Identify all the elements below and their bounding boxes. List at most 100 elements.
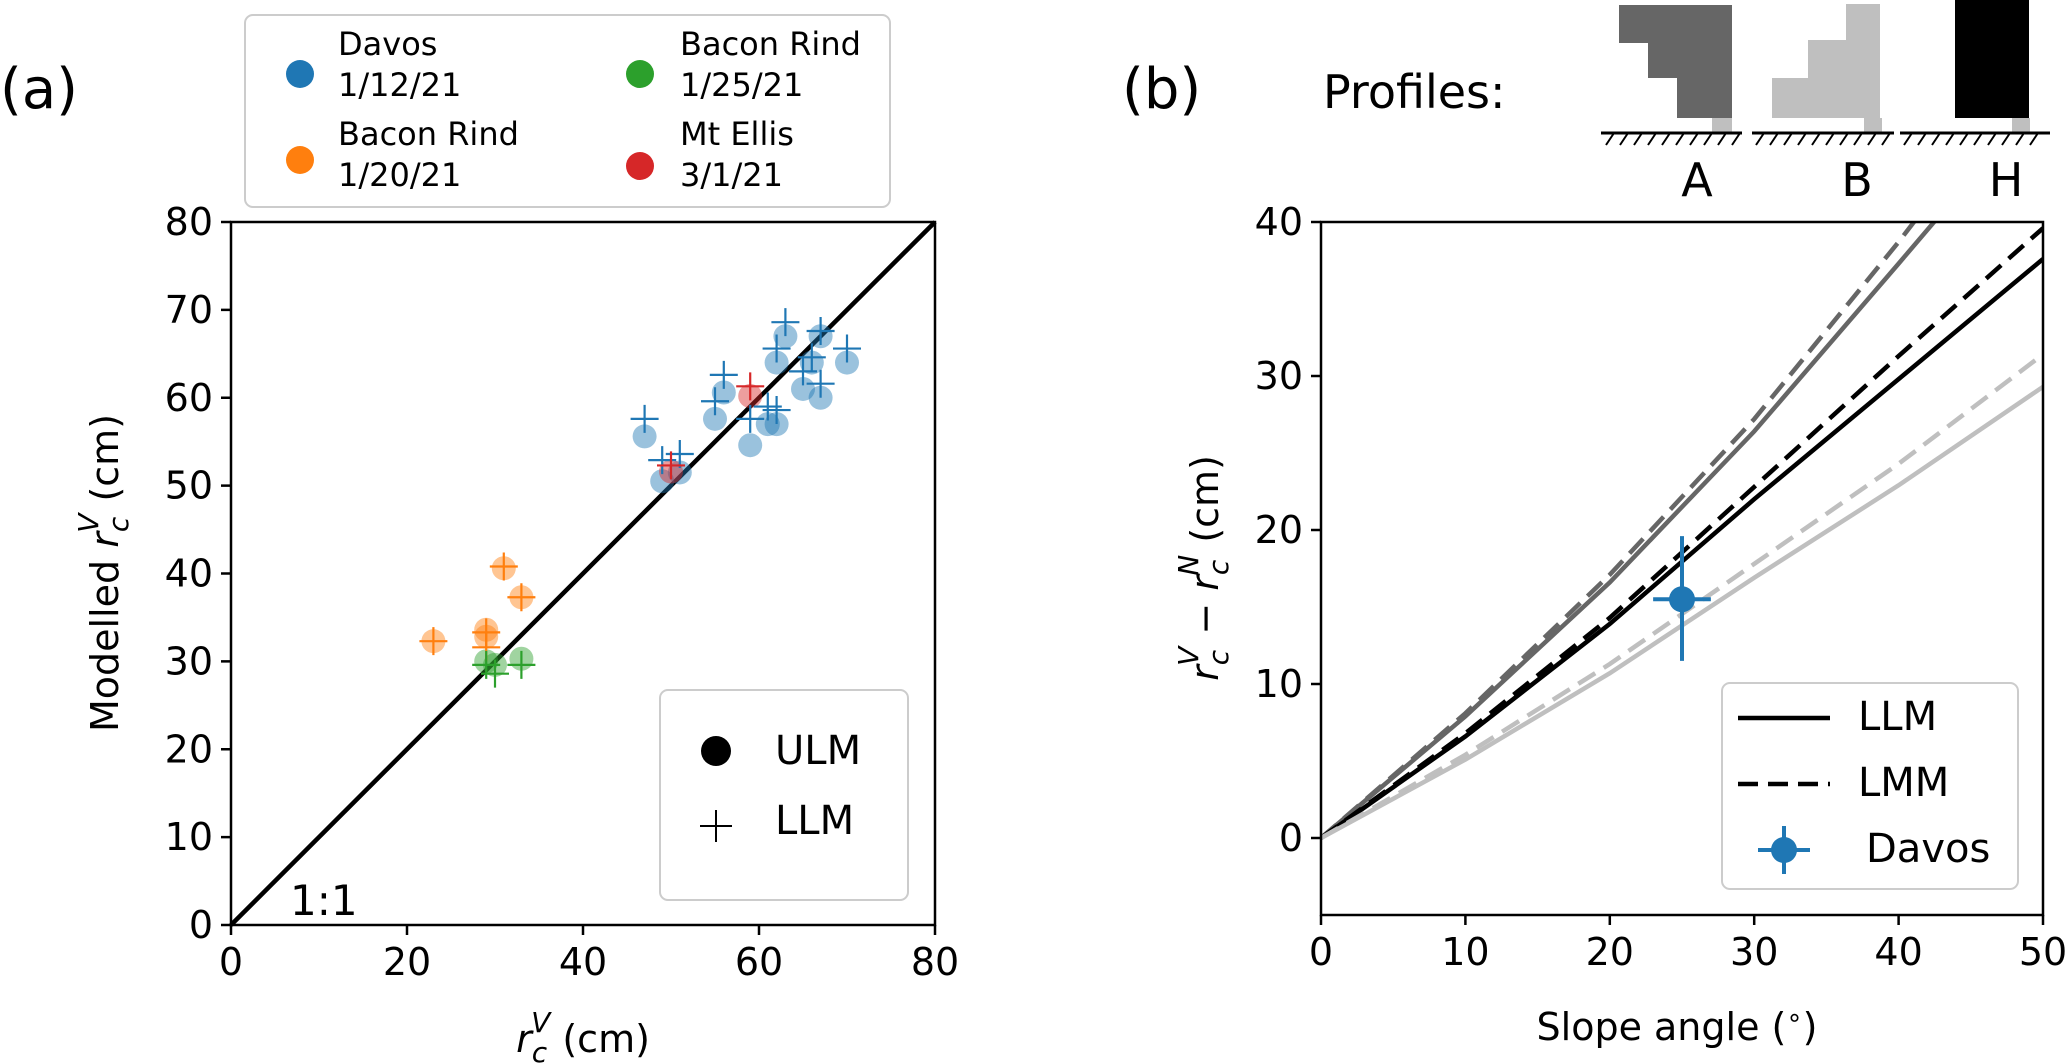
- x-tick-label: 50: [2019, 930, 2067, 974]
- x-tick-label: 80: [911, 940, 959, 984]
- ulm-point: [835, 350, 859, 375]
- ulm-point: [808, 385, 833, 410]
- line-legend: LLM LMM Davos: [1721, 682, 2019, 890]
- site-legend-marker-mt-ellis: [626, 152, 654, 180]
- site-legend: Davos 1/12/21 Bacon Rind 1/20/21 Bacon R…: [244, 14, 891, 208]
- llm-point: [507, 583, 536, 612]
- llm-point: [657, 451, 685, 480]
- site-legend-entry-davos: Davos 1/12/21: [286, 25, 461, 104]
- site-legend-entry-mt-ellis: Mt Ellis 3/1/21: [626, 115, 794, 194]
- davos-point: [1669, 586, 1695, 613]
- plot-b-x-ticks: 0 10 20 30 40 50: [1309, 915, 2067, 974]
- site-legend-date-davos: 1/12/21: [338, 66, 461, 104]
- plot-a-x-label: rcV (cm): [516, 1006, 650, 1064]
- profile-h-tab: [2012, 118, 2030, 132]
- llm-point: [709, 360, 738, 389]
- x-tick-label: 40: [559, 940, 607, 984]
- site-legend-name-bacon-rind-0125: Bacon Rind: [680, 25, 861, 63]
- marker-legend-ulm: ULM: [775, 728, 861, 774]
- site-legend-date-mt-ellis: 3/1/21: [680, 156, 783, 194]
- ulm-point: [703, 406, 727, 431]
- y-tick-label: 10: [1255, 662, 1303, 706]
- profile-b-tab: [1864, 118, 1882, 132]
- x-tick-label: 20: [1586, 930, 1634, 974]
- llm-point: [806, 316, 835, 345]
- llm-point: [833, 334, 861, 363]
- site-legend-entry-bacon-rind-0125: Bacon Rind 1/25/21: [626, 25, 861, 104]
- ulm-point: [773, 324, 798, 349]
- site-legend-name-mt-ellis: Mt Ellis: [680, 115, 794, 153]
- line-legend-davos: Davos: [1866, 826, 1990, 872]
- llm-point: [762, 334, 791, 363]
- marker-legend-llm: LLM: [775, 798, 854, 844]
- site-legend-name-bacon-rind-0120: Bacon Rind: [338, 115, 519, 153]
- plot-a: 0 20 40 60 80 0 10 20 30 40 50 60 70 80 1:1 ULM LLM: [165, 200, 960, 984]
- llm-point: [806, 369, 835, 398]
- y-tick-label: 70: [165, 288, 213, 332]
- profile-b-shape: [1772, 4, 1880, 118]
- y-tick-label: 20: [165, 727, 213, 771]
- llm-point: [481, 659, 509, 688]
- site-legend-marker-bacon-rind-0120: [286, 146, 314, 174]
- site-legend-entry-bacon-rind-0120: Bacon Rind 1/20/21: [286, 115, 519, 194]
- one-to-one-label: 1:1: [290, 876, 358, 925]
- plot-b-frame: [1319, 220, 2045, 917]
- y-tick-label: 80: [165, 200, 213, 244]
- ulm-point: [711, 380, 736, 405]
- llm-point: [789, 357, 817, 386]
- profile-a-icon: A: [1601, 5, 1742, 207]
- x-tick-label: 40: [1874, 930, 1922, 974]
- x-tick-label: 30: [1730, 930, 1778, 974]
- ulm-point: [650, 469, 675, 494]
- plot-b-x-label: Slope angle (∘): [1537, 1003, 1818, 1049]
- llm-point: [736, 404, 765, 433]
- marker-legend-frame: [659, 689, 909, 901]
- profile-h-label: H: [1989, 153, 2024, 207]
- y-tick-label: 20: [1255, 508, 1303, 552]
- plot-b-y-label: rcV − rcN (cm): [1172, 455, 1235, 681]
- site-legend-date-bacon-rind-0120: 1/20/21: [338, 156, 461, 194]
- site-legend-frame: [244, 14, 891, 208]
- y-tick-label: 40: [1255, 200, 1303, 244]
- y-tick-label: 0: [1279, 816, 1303, 860]
- ulm-point: [764, 412, 789, 437]
- plot-b-observation: [1653, 536, 1711, 661]
- site-legend-date-bacon-rind-0125: 1/25/21: [680, 66, 803, 104]
- llm-point: [630, 404, 659, 433]
- y-tick-label: 10: [165, 815, 213, 859]
- profile-h-hatch: [1903, 132, 2039, 146]
- site-legend-name-davos: Davos: [338, 25, 437, 63]
- y-tick-label: 50: [165, 464, 213, 508]
- llm-point: [797, 343, 826, 372]
- ulm-point: [738, 433, 763, 458]
- plot-a-y-ticks: 0 10 20 30 40 50 60 70 80: [165, 200, 231, 947]
- y-tick-label: 30: [165, 639, 213, 683]
- llm-point: [762, 396, 791, 425]
- site-legend-marker-davos: [286, 60, 314, 88]
- llm-point: [489, 552, 518, 581]
- profiles-title: Profiles:: [1323, 65, 1506, 119]
- ulm-point: [632, 424, 657, 449]
- marker-legend: ULM LLM: [659, 689, 909, 901]
- x-tick-label: 0: [219, 940, 243, 984]
- marker-legend-circle: [701, 736, 731, 766]
- ulm-point: [764, 350, 789, 375]
- x-tick-label: 0: [1309, 930, 1333, 974]
- profile-b-hatch: [1755, 132, 1891, 146]
- one-to-one-line: [229, 220, 937, 927]
- plot-a-points: [419, 308, 861, 688]
- panel-b-label: (b): [1122, 57, 1201, 122]
- profile-h-shape: [1955, 0, 2029, 118]
- plot-a-x-ticks: 0 20 40 60 80: [219, 925, 959, 984]
- x-tick-label: 60: [735, 940, 783, 984]
- y-tick-label: 30: [1255, 354, 1303, 398]
- llm-point: [736, 372, 765, 401]
- plot-a-y-label: Modelled rcV (cm): [72, 414, 135, 732]
- plot-b-y-ticks: 0 10 20 30 40: [1255, 200, 1321, 860]
- y-tick-label: 60: [165, 376, 213, 420]
- x-tick-label: 20: [383, 940, 431, 984]
- llm-point: [419, 627, 448, 656]
- llm-point: [472, 618, 501, 647]
- llm-point: [507, 650, 536, 679]
